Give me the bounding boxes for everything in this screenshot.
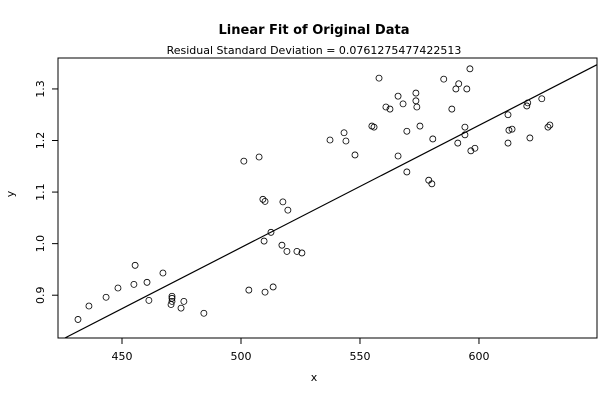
data-point — [261, 288, 269, 296]
y-axis-label: y — [4, 190, 17, 197]
data-point — [143, 278, 151, 286]
data-point — [168, 292, 176, 300]
data-point — [546, 121, 554, 129]
data-point — [298, 249, 306, 257]
data-point — [394, 152, 402, 160]
data-point — [279, 198, 287, 206]
data-point — [425, 176, 433, 184]
data-point — [245, 286, 253, 294]
data-point — [260, 237, 268, 245]
data-point — [440, 75, 448, 83]
data-point — [394, 92, 402, 100]
chart-subtitle: Residual Standard Deviation = 0.07612754… — [167, 44, 462, 57]
data-point — [74, 316, 82, 323]
data-point — [428, 180, 436, 188]
data-point — [351, 151, 359, 159]
data-point — [114, 284, 122, 292]
data-point — [283, 247, 291, 255]
data-point — [370, 123, 378, 131]
chart-title: Linear Fit of Original Data — [219, 23, 410, 38]
x-tick-label: 550 — [349, 350, 370, 363]
data-point — [180, 297, 188, 305]
data-point — [504, 111, 512, 119]
data-point — [200, 309, 208, 317]
data-point — [455, 80, 463, 88]
plot-frame — [57, 57, 598, 339]
data-point — [403, 168, 411, 176]
data-point — [504, 139, 512, 147]
data-point — [168, 294, 176, 302]
data-point — [255, 153, 263, 161]
data-point — [412, 97, 420, 105]
data-point — [429, 135, 437, 143]
data-point — [412, 89, 420, 97]
data-point — [130, 280, 138, 288]
data-point — [452, 85, 460, 93]
data-point — [326, 136, 334, 144]
data-point — [85, 302, 93, 310]
data-point — [131, 261, 139, 269]
data-point — [454, 139, 462, 147]
data-point — [240, 157, 248, 165]
data-point — [399, 100, 407, 108]
data-point — [382, 103, 390, 111]
data-point — [386, 105, 394, 113]
data-point — [340, 129, 348, 137]
x-tick-label: 500 — [230, 350, 251, 363]
y-tick-label: 1.3 — [34, 80, 47, 98]
data-point — [269, 283, 277, 291]
y-tick-label: 1.0 — [34, 235, 47, 253]
x-axis-label: x — [311, 371, 318, 384]
data-point — [538, 95, 546, 103]
data-point — [145, 296, 153, 304]
y-tick-label: 0.9 — [34, 286, 47, 304]
data-point — [526, 134, 534, 142]
data-point — [544, 123, 552, 131]
data-point — [413, 103, 421, 111]
data-point — [261, 197, 269, 205]
data-point — [259, 195, 267, 203]
y-tick-label: 1.1 — [34, 183, 47, 201]
data-point — [284, 206, 292, 214]
data-point — [505, 126, 513, 134]
data-point — [461, 131, 469, 139]
data-point — [177, 304, 185, 312]
data-point — [403, 127, 411, 135]
data-point — [293, 247, 301, 255]
data-point — [267, 228, 275, 236]
data-point — [466, 65, 474, 73]
x-tick-label: 450 — [112, 350, 133, 363]
x-tick-label: 600 — [468, 350, 489, 363]
data-point — [159, 269, 167, 277]
data-point — [278, 241, 286, 249]
data-point — [471, 144, 479, 152]
fit-line — [64, 64, 598, 339]
data-point — [448, 105, 456, 113]
data-point — [463, 85, 471, 93]
data-point — [375, 74, 383, 82]
data-point — [102, 293, 110, 301]
y-tick-label: 1.2 — [34, 132, 47, 150]
data-point — [508, 125, 516, 133]
data-point — [461, 123, 469, 131]
data-point — [168, 297, 176, 305]
data-point — [342, 137, 350, 145]
data-point — [416, 122, 424, 130]
data-point — [523, 102, 531, 110]
